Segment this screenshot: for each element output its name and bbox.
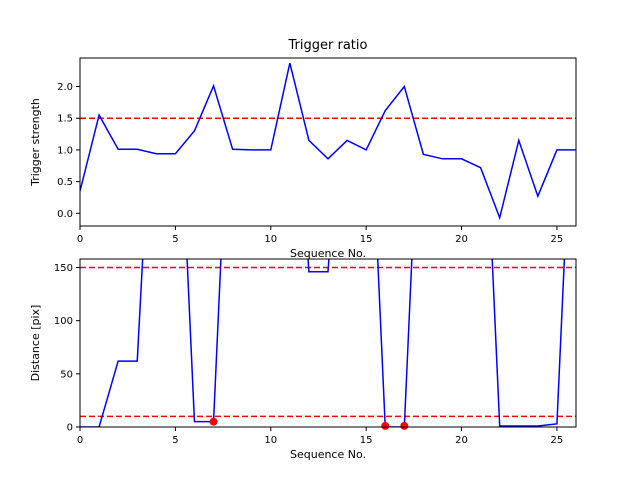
chart-1-x-axis-label: Sequence No. bbox=[290, 247, 366, 260]
chart-2-x-tick-label-2: 5 bbox=[172, 435, 178, 446]
chart-2-y-tick-label-2: 50 bbox=[60, 369, 73, 380]
chart-2-x-axis-label: Sequence No. bbox=[290, 448, 366, 461]
chart-1-y-tick-label-1: 0.0 bbox=[57, 209, 73, 220]
chart-2-y-tick-label-4: 150 bbox=[54, 263, 73, 274]
chart-1-plot-area bbox=[80, 62, 576, 221]
chart-1-x-tick-label-4: 15 bbox=[360, 234, 373, 245]
chart-1-x-tick-label-5: 20 bbox=[455, 234, 468, 245]
chart-1-y-tick-label-3: 1.0 bbox=[57, 145, 73, 156]
chart-1-x-tick-label-6: 25 bbox=[551, 234, 564, 245]
chart-1-x-tick-label-1: 0 bbox=[77, 234, 83, 245]
chart-1-y-axis-label: Trigger strength bbox=[29, 98, 42, 187]
chart-1-series-line-1 bbox=[80, 62, 576, 221]
chart-2-y-axis-label: Distance [pix] bbox=[29, 305, 42, 382]
chart-2-series-line-1 bbox=[80, 259, 566, 427]
chart-2-panel: 0 5 10 15 20 25 0 50 100 150 Sequence No. Distance … bbox=[29, 258, 577, 461]
chart-2-plot-area bbox=[80, 259, 576, 427]
chart-1-panel: 0 5 10 15 20 25 0.0 0.5 1.0 1.5 2.0 Sequence No. Tri… bbox=[29, 38, 577, 260]
chart-2-marker-point-1 bbox=[209, 417, 218, 426]
chart-1-y-tick-label-2: 0.5 bbox=[57, 177, 73, 188]
chart-2-x-tick-label-5: 20 bbox=[455, 435, 468, 446]
chart-2-axes-frame bbox=[79, 258, 577, 428]
chart-1-axes-frame bbox=[79, 57, 577, 227]
chart-1-title: Trigger ratio bbox=[288, 38, 368, 53]
chart-1-y-tick-label-5: 2.0 bbox=[57, 82, 73, 93]
chart-2-x-tick-label-4: 15 bbox=[360, 435, 373, 446]
chart-2-marker-point-2 bbox=[381, 421, 390, 430]
chart-2-y-tick-label-1: 0 bbox=[67, 423, 73, 434]
chart-2-marker-point-3 bbox=[400, 421, 409, 430]
chart-2-x-tick-label-6: 25 bbox=[551, 435, 564, 446]
chart-1-y-tick-label-4: 1.5 bbox=[57, 114, 73, 125]
chart-2-x-tick-label-1: 0 bbox=[77, 435, 83, 446]
chart-2-x-tick-label-3: 10 bbox=[264, 435, 277, 446]
chart-1-x-tick-label-2: 5 bbox=[172, 234, 178, 245]
chart-2-y-tick-label-3: 100 bbox=[54, 316, 73, 327]
chart-1-x-tick-label-3: 10 bbox=[264, 234, 277, 245]
